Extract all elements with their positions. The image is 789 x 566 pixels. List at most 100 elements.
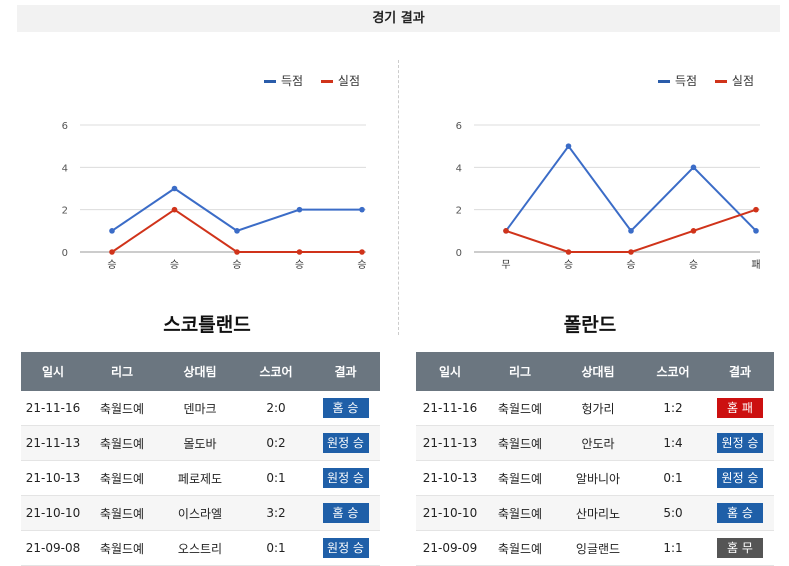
data-point-against — [753, 206, 759, 213]
legend-item-for: 득점 — [263, 72, 303, 89]
cell-result: 홈 승 — [706, 495, 774, 531]
cell-date: 21-09-09 — [416, 530, 484, 566]
x-tick-label: 승 — [626, 259, 635, 271]
cell-score: 5:0 — [640, 495, 706, 531]
line-chart-poland: 0 2 4 6 무 승 승 승 패 — [456, 121, 761, 271]
data-point-for — [753, 228, 759, 234]
cell-league: 축월드예 — [85, 391, 159, 426]
legend-label-against: 실점 — [731, 74, 754, 88]
result-badge: 홈 무 — [717, 538, 763, 558]
table-row: 21-10-13 축월드예 페로제도 0:1 원정 승 — [21, 460, 380, 496]
cell-result: 원정 승 — [311, 530, 380, 566]
series-line-for — [505, 144, 757, 233]
col-header-score: 스코어 — [640, 352, 706, 391]
cell-opponent: 안도라 — [556, 425, 640, 461]
table-row: 21-09-08 축월드예 오스트리 0:1 원정 승 — [21, 530, 380, 566]
cell-result: 홈 승 — [311, 391, 380, 426]
page-title: 경기 결과 — [17, 5, 780, 32]
line-chart-scotland: 0 2 4 6 승 승 승 승 승 — [62, 121, 367, 271]
cell-result: 원정 승 — [706, 425, 774, 461]
data-point-for — [234, 228, 240, 234]
table-header-row: 일시 리그 상대팀 스코어 결과 — [21, 352, 380, 391]
cell-score: 1:2 — [640, 391, 706, 426]
cell-result: 홈 무 — [706, 530, 774, 566]
table-row: 21-09-09 축월드예 잉글랜드 1:1 홈 무 — [416, 530, 774, 566]
data-point-against — [690, 228, 697, 234]
data-point-for — [690, 164, 697, 171]
chart-legend: 득점 실점 — [250, 72, 360, 89]
cell-date: 21-10-10 — [416, 495, 484, 531]
data-point-against — [565, 249, 572, 255]
cell-league: 축월드예 — [85, 530, 159, 566]
cell-result: 원정 승 — [311, 425, 380, 461]
cell-score: 3:2 — [241, 495, 311, 531]
cell-result: 홈 패 — [706, 391, 774, 426]
data-point-for — [359, 206, 365, 213]
x-tick-label: 승 — [689, 259, 698, 271]
col-header-score: 스코어 — [241, 352, 311, 391]
results-table-poland: 일시 리그 상대팀 스코어 결과 21-11-16 축월드예 헝가리 1:2 홈… — [416, 352, 774, 566]
data-point-against — [503, 228, 509, 234]
col-header-date: 일시 — [416, 352, 484, 391]
cell-opponent: 덴마크 — [159, 391, 241, 426]
legend-label-for: 득점 — [674, 74, 698, 88]
cell-result: 원정 승 — [311, 460, 380, 496]
y-tick-label: 0 — [62, 248, 68, 259]
cell-opponent: 몰도바 — [159, 425, 241, 461]
x-tick-label: 승 — [564, 259, 573, 271]
col-header-result: 결과 — [706, 352, 774, 391]
cell-opponent: 산마리노 — [556, 495, 640, 531]
data-point-for — [171, 185, 178, 192]
cell-league: 축월드예 — [484, 530, 556, 566]
cell-score: 1:1 — [640, 530, 706, 566]
chart-legend: 득점 실점 — [644, 72, 754, 89]
cell-opponent: 알바니아 — [556, 460, 640, 496]
x-tick-label: 승 — [295, 259, 304, 271]
y-tick-label: 2 — [456, 206, 462, 217]
x-tick-label: 승 — [170, 259, 179, 271]
data-point-against — [296, 249, 303, 255]
cell-score: 0:1 — [241, 460, 311, 496]
cell-score: 1:4 — [640, 425, 706, 461]
cell-opponent: 이스라엘 — [159, 495, 241, 531]
y-tick-label: 4 — [62, 163, 68, 174]
result-badge: 홈 패 — [717, 398, 763, 418]
y-tick-label: 4 — [456, 163, 462, 174]
legend-item-against: 실점 — [714, 72, 754, 89]
legend-swatch-for — [263, 80, 276, 83]
x-tick-label: 패 — [751, 259, 760, 271]
y-tick-label: 6 — [456, 121, 462, 132]
y-tick-label: 0 — [456, 248, 462, 259]
col-header-league: 리그 — [484, 352, 556, 391]
cell-date: 21-11-16 — [416, 391, 484, 426]
table-header-row: 일시 리그 상대팀 스코어 결과 — [416, 352, 774, 391]
result-badge: 홈 승 — [717, 503, 763, 523]
cell-opponent: 잉글랜드 — [556, 530, 640, 566]
result-badge: 원정 승 — [717, 468, 763, 488]
data-point-against — [171, 206, 178, 213]
section-divider — [398, 60, 399, 335]
result-badge: 홈 승 — [322, 503, 369, 523]
col-header-opponent: 상대팀 — [556, 352, 640, 391]
legend-swatch-against — [320, 80, 333, 83]
result-badge: 원정 승 — [322, 538, 369, 558]
data-point-against — [359, 249, 365, 255]
cell-date: 21-09-08 — [21, 530, 85, 566]
data-point-for — [109, 228, 115, 234]
cell-date: 21-11-13 — [21, 425, 85, 461]
result-badge: 원정 승 — [322, 468, 369, 488]
data-point-against — [234, 249, 240, 255]
chart-panel-scotland: 득점 실점 0 2 4 6 승 승 승 승 승 — [10, 60, 390, 280]
data-point-for — [565, 143, 572, 149]
legend-label-against: 실점 — [337, 74, 360, 88]
cell-opponent: 페로제도 — [159, 460, 241, 496]
legend-swatch-for — [657, 80, 670, 83]
col-header-league: 리그 — [85, 352, 159, 391]
x-tick-label: 승 — [232, 259, 241, 271]
table-row: 21-10-10 축월드예 산마리노 5:0 홈 승 — [416, 495, 774, 531]
chart-panel-poland: 득점 실점 0 2 4 6 무 승 승 승 패 — [404, 60, 784, 280]
cell-score: 0:2 — [241, 425, 311, 461]
table-row: 21-11-13 축월드예 안도라 1:4 원정 승 — [416, 425, 774, 461]
data-point-for — [296, 206, 303, 213]
cell-league: 축월드예 — [484, 460, 556, 496]
